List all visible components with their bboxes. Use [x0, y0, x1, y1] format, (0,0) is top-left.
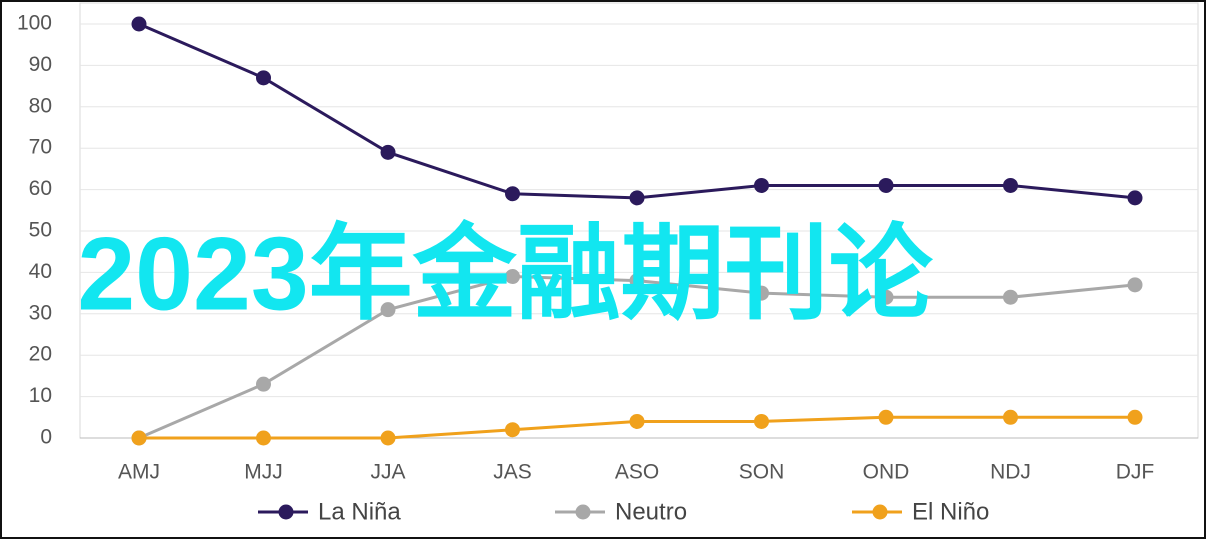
point — [380, 144, 396, 160]
point — [256, 376, 271, 392]
y-tick-label: 30 — [29, 301, 52, 324]
point — [505, 186, 520, 202]
x-tick-label: NDJ — [990, 461, 1031, 484]
point — [629, 413, 645, 429]
point — [256, 70, 271, 86]
point — [878, 177, 894, 193]
point — [505, 422, 520, 438]
y-tick-label: 50 — [29, 219, 52, 242]
point — [380, 302, 396, 318]
x-tick-label: DJF — [1116, 461, 1155, 484]
x-tick-label: JJA — [370, 461, 405, 484]
y-tick-label: 0 — [40, 426, 52, 449]
point — [754, 177, 769, 193]
legend-label: Neutro — [615, 498, 687, 525]
point — [1127, 277, 1143, 293]
y-tick-label: 20 — [29, 343, 52, 366]
point — [754, 413, 769, 429]
x-tick-label: ASO — [615, 461, 659, 484]
point — [629, 273, 645, 289]
x-tick-label: MJJ — [244, 461, 283, 484]
point — [1003, 177, 1018, 193]
point — [629, 190, 645, 206]
point — [754, 285, 769, 301]
point — [131, 430, 147, 446]
point — [878, 409, 894, 425]
legend-label: La Niña — [318, 498, 401, 525]
x-tick-label: AMJ — [118, 461, 160, 484]
overlay-text: 2023年金融期刊论 — [77, 216, 933, 332]
y-tick-label: 40 — [29, 260, 52, 283]
point — [1003, 409, 1018, 425]
x-tick-label: SON — [739, 461, 785, 484]
point — [1127, 409, 1143, 425]
y-tick-label: 70 — [29, 136, 52, 159]
legend-marker — [278, 504, 294, 520]
y-tick-label: 10 — [29, 384, 52, 407]
legend-label: El Niño — [912, 498, 989, 525]
point — [380, 430, 396, 446]
y-tick-label: 80 — [29, 94, 52, 117]
x-tick-label: OND — [863, 461, 910, 484]
point — [1003, 289, 1018, 305]
point — [256, 430, 271, 446]
point — [131, 16, 147, 32]
legend-marker — [872, 504, 888, 520]
legend-marker — [575, 504, 591, 520]
x-tick-label: JAS — [493, 461, 532, 484]
y-tick-label: 90 — [29, 53, 52, 76]
y-tick-label: 60 — [29, 177, 52, 200]
point — [878, 289, 894, 305]
point — [505, 269, 520, 285]
point — [1127, 190, 1143, 206]
y-tick-label: 100 — [17, 12, 52, 35]
